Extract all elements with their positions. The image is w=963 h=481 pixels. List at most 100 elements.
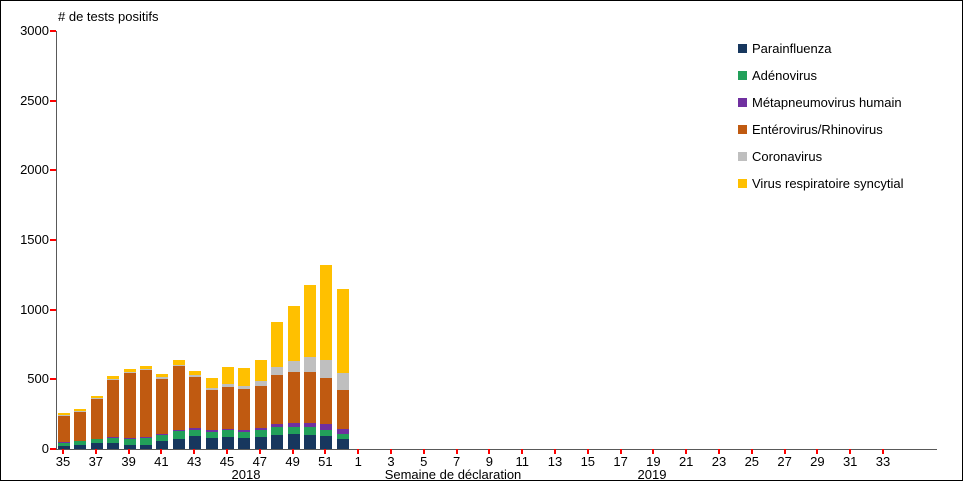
x-axis-tick-label: 25 (744, 454, 760, 469)
bar-segment (140, 437, 152, 445)
bar-segment (304, 435, 316, 449)
bar-segment (287, 305, 300, 362)
bar-segment (320, 377, 333, 424)
x-axis-tick (783, 449, 786, 454)
legend-item: Métapneumovirus humain (738, 89, 903, 116)
legend-swatch-metapneumovirus (738, 98, 747, 107)
bar-segment (107, 436, 120, 438)
x-axis-tick-label: 17 (613, 454, 628, 469)
bar-segment (304, 422, 316, 428)
plot-area (56, 31, 937, 450)
bar-segment (320, 423, 333, 430)
bar-segment (320, 436, 333, 449)
bar-segment (74, 408, 87, 411)
bar-segment (74, 410, 87, 412)
bar-segment (123, 437, 136, 439)
x-axis-tick-label: 11 (515, 454, 529, 469)
x-axis-tick (882, 449, 884, 454)
legend-swatch-adenovirus (738, 71, 747, 80)
bar-segment (74, 444, 87, 449)
bar-segment (205, 387, 218, 390)
x-axis-tick (258, 449, 261, 454)
legend-label: Adénovirus (752, 68, 818, 83)
legend-item: Entérovirus/Rhinovirus (738, 116, 903, 143)
y-axis-tick-label: 2500 (20, 92, 49, 108)
x-axis-tick (488, 449, 491, 454)
bar-segment (123, 373, 136, 438)
bar-segment (287, 422, 300, 427)
bar-segment (172, 429, 185, 431)
bar-segment (238, 429, 251, 432)
bar-segment (336, 289, 349, 374)
bar-segment (107, 380, 120, 438)
bar-segment (189, 375, 202, 377)
x-axis-tick (291, 449, 294, 454)
y-axis-tick (50, 99, 56, 102)
bar-segment (271, 427, 284, 436)
bar-segment (254, 385, 267, 428)
bar-segment (90, 399, 103, 439)
bar-segment (123, 371, 136, 374)
bar-segment (205, 377, 218, 388)
x-axis-tick (455, 449, 458, 454)
x-axis-tick (422, 449, 425, 454)
bar-segment (90, 443, 103, 449)
y-axis-tick-label: 500 (27, 371, 49, 387)
bar-segment (222, 428, 234, 431)
x-axis-tick (94, 449, 97, 454)
bar-segment (140, 444, 152, 449)
legend-swatch-enterovirus-rhinovirus (738, 125, 747, 134)
x-axis-tick-label: 51 (318, 454, 333, 469)
x-axis-tick-label: 13 (547, 454, 563, 469)
x-axis-tick-label: 21 (678, 454, 694, 469)
x-axis-tick-label: 1 (354, 454, 362, 469)
x-axis-tick (652, 449, 655, 454)
bar-segment (336, 433, 349, 440)
bar-segment (304, 427, 316, 436)
bar-segment (320, 359, 333, 378)
bar-segment (189, 429, 202, 437)
x-axis-tick-label: 47 (252, 454, 268, 469)
bar-segment (90, 396, 103, 399)
legend-swatch-parainfluenza (738, 44, 747, 53)
bar-segment (90, 439, 103, 444)
y-axis-tick (50, 30, 56, 32)
x-axis-tick-label: 39 (121, 454, 136, 469)
x-axis-tick (160, 449, 163, 454)
bar-segment (58, 445, 70, 449)
x-axis-tick-label: 23 (711, 454, 727, 469)
x-axis-tick (62, 449, 64, 454)
bar-segment (271, 435, 284, 449)
bar-segment (238, 368, 251, 386)
bar-segment (254, 427, 267, 431)
x-axis-tick-label: 43 (186, 454, 202, 469)
bar-segment (254, 437, 267, 449)
legend-item: Parainfluenza (738, 35, 903, 62)
bar-segment (205, 389, 218, 431)
legend-label: Virus respiratoire syncytial (752, 176, 904, 191)
x-axis-tick (390, 449, 392, 454)
bar-segment (58, 442, 70, 446)
y-axis-tick (50, 239, 56, 241)
bar-segment (189, 370, 202, 376)
year-label-2019: 2019 (637, 467, 667, 481)
x-axis-tick-label: 15 (580, 454, 596, 469)
x-axis-tick (849, 449, 852, 454)
x-axis-tick-label: 49 (285, 454, 300, 469)
bar-segment (107, 442, 120, 449)
bar-segment (58, 414, 70, 416)
bar-segment (123, 438, 136, 445)
bar-segment (172, 438, 185, 449)
legend-label: Coronavirus (752, 149, 823, 164)
bar-segment (123, 444, 136, 449)
x-axis-tick (193, 449, 196, 454)
bar-segment (107, 376, 120, 380)
bar-segment (222, 437, 234, 449)
y-axis-tick-label: 3000 (20, 23, 49, 38)
x-axis-tick-label: 5 (420, 454, 428, 469)
bar-segment (336, 373, 349, 390)
bar-segment (189, 376, 202, 429)
y-axis-tick (50, 378, 56, 381)
x-axis-tick (718, 449, 720, 454)
bar-segment (238, 431, 251, 438)
